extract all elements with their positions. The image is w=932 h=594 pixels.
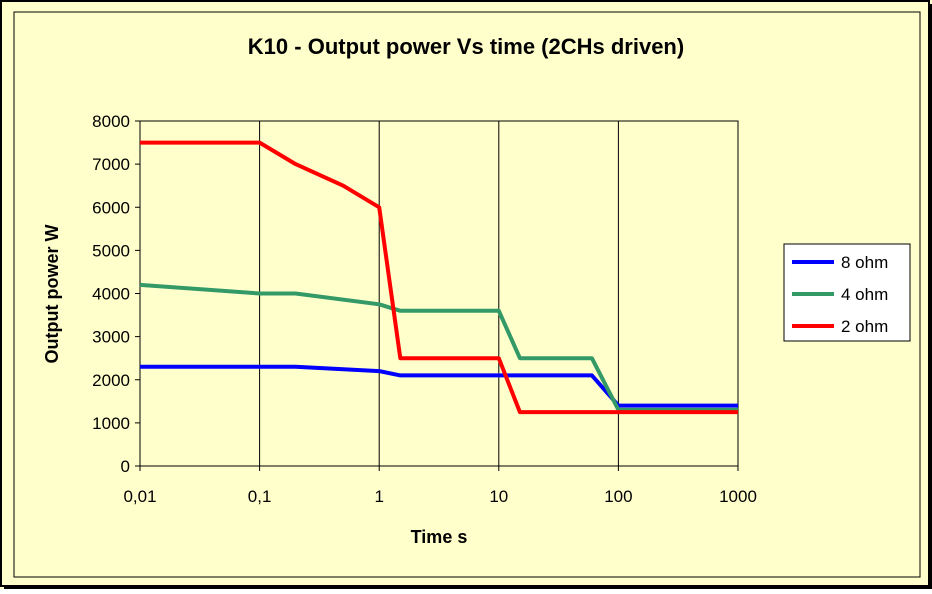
y-tick-label: 6000	[92, 198, 130, 217]
series-lines	[139, 140, 738, 415]
x-tick-label: 100	[604, 487, 632, 506]
y-tick-label: 5000	[92, 241, 130, 260]
legend-label: 4 ohm	[841, 285, 888, 304]
y-tick-label: 0	[121, 457, 130, 476]
legend-label: 8 ohm	[841, 253, 888, 272]
x-tick-label: 1000	[719, 487, 757, 506]
y-tick-label: 4000	[92, 285, 130, 304]
series-line-4-ohm	[139, 282, 738, 412]
x-tick-label: 0,1	[248, 487, 272, 506]
y-axis-label: Output power W	[42, 225, 62, 364]
y-tick-label: 1000	[92, 414, 130, 433]
series-line-2-ohm	[140, 140, 738, 415]
y-tick-label: 7000	[92, 155, 130, 174]
legend-label: 2 ohm	[841, 317, 888, 336]
y-tick-label: 3000	[92, 328, 130, 347]
chart-title: K10 - Output power Vs time (2CHs driven)	[248, 34, 684, 59]
plot-area	[139, 120, 739, 467]
x-axis-label: Time s	[411, 527, 468, 547]
x-tick-label: 1	[374, 487, 383, 506]
axes: 0 1000 2000 3000 4000 5000 6000 7000 8000 0,01 0,1…	[92, 112, 757, 506]
y-tick-label: 2000	[92, 371, 130, 390]
legend: 8 ohm 4 ohm 2 ohm	[783, 243, 911, 342]
y-tick-label: 8000	[92, 112, 130, 131]
x-tick-label: 0,01	[123, 487, 156, 506]
x-tick-label: 10	[489, 487, 508, 506]
chart-inner-border	[13, 11, 921, 578]
plot-frame	[139, 120, 739, 467]
